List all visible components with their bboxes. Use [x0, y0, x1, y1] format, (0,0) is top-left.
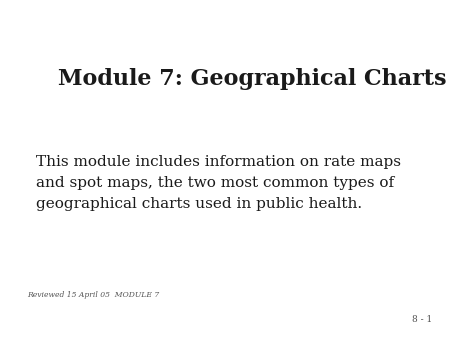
Text: This module includes information on rate maps
and spot maps, the two most common: This module includes information on rate… — [36, 155, 401, 211]
Text: 8 - 1: 8 - 1 — [412, 315, 432, 324]
Text: Module 7: Geographical Charts: Module 7: Geographical Charts — [58, 68, 447, 90]
Text: Reviewed 15 April 05  MODULE 7: Reviewed 15 April 05 MODULE 7 — [27, 291, 159, 299]
